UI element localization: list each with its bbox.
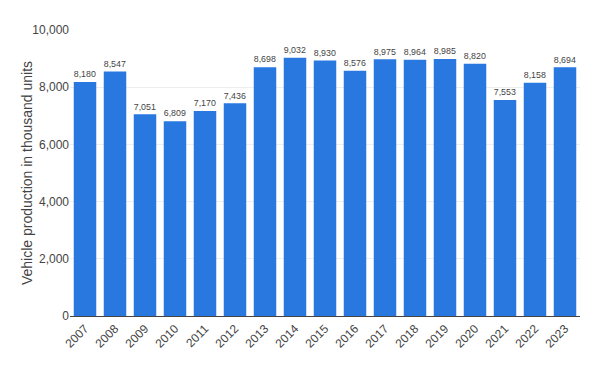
svg-text:8,576: 8,576 bbox=[344, 58, 366, 68]
svg-text:2007: 2007 bbox=[63, 322, 92, 351]
svg-text:8,930: 8,930 bbox=[314, 48, 336, 58]
svg-text:8,158: 8,158 bbox=[524, 70, 546, 80]
svg-text:2018: 2018 bbox=[393, 322, 422, 351]
svg-text:8,694: 8,694 bbox=[554, 55, 576, 65]
svg-text:2014: 2014 bbox=[273, 322, 302, 351]
svg-text:2020: 2020 bbox=[453, 322, 482, 351]
svg-text:2011: 2011 bbox=[183, 322, 211, 350]
svg-text:7,170: 7,170 bbox=[194, 98, 216, 108]
svg-text:2016: 2016 bbox=[333, 322, 362, 351]
svg-text:7,051: 7,051 bbox=[134, 102, 156, 112]
svg-text:2013: 2013 bbox=[243, 322, 272, 351]
svg-text:2021: 2021 bbox=[483, 322, 512, 351]
svg-text:8,698: 8,698 bbox=[254, 54, 276, 64]
svg-text:2015: 2015 bbox=[303, 322, 332, 351]
svg-text:8,180: 8,180 bbox=[74, 69, 96, 79]
svg-text:7,436: 7,436 bbox=[224, 91, 246, 101]
svg-text:2008: 2008 bbox=[93, 322, 122, 351]
svg-text:8,820: 8,820 bbox=[464, 51, 486, 61]
svg-text:2022: 2022 bbox=[513, 322, 542, 351]
svg-text:2023: 2023 bbox=[543, 322, 572, 351]
svg-text:0: 0 bbox=[62, 309, 69, 323]
svg-text:8,964: 8,964 bbox=[404, 47, 426, 57]
svg-text:2,000: 2,000 bbox=[39, 252, 69, 266]
svg-text:2017: 2017 bbox=[363, 322, 392, 351]
svg-text:6,809: 6,809 bbox=[164, 108, 186, 118]
svg-text:8,000: 8,000 bbox=[39, 80, 69, 94]
svg-text:2009: 2009 bbox=[123, 322, 152, 351]
svg-text:4,000: 4,000 bbox=[39, 195, 69, 209]
svg-text:6,000: 6,000 bbox=[39, 138, 69, 152]
svg-text:2019: 2019 bbox=[423, 322, 452, 351]
svg-text:8,985: 8,985 bbox=[434, 46, 456, 56]
svg-text:7,553: 7,553 bbox=[494, 87, 516, 97]
svg-text:8,547: 8,547 bbox=[104, 59, 126, 69]
svg-text:2010: 2010 bbox=[153, 322, 182, 351]
svg-text:8,975: 8,975 bbox=[374, 47, 396, 57]
svg-text:10,000: 10,000 bbox=[32, 23, 69, 37]
svg-text:9,032: 9,032 bbox=[284, 45, 306, 55]
svg-text:2012: 2012 bbox=[213, 322, 242, 351]
svg-text:Vehicle production in thousand: Vehicle production in thousand units bbox=[19, 61, 35, 285]
